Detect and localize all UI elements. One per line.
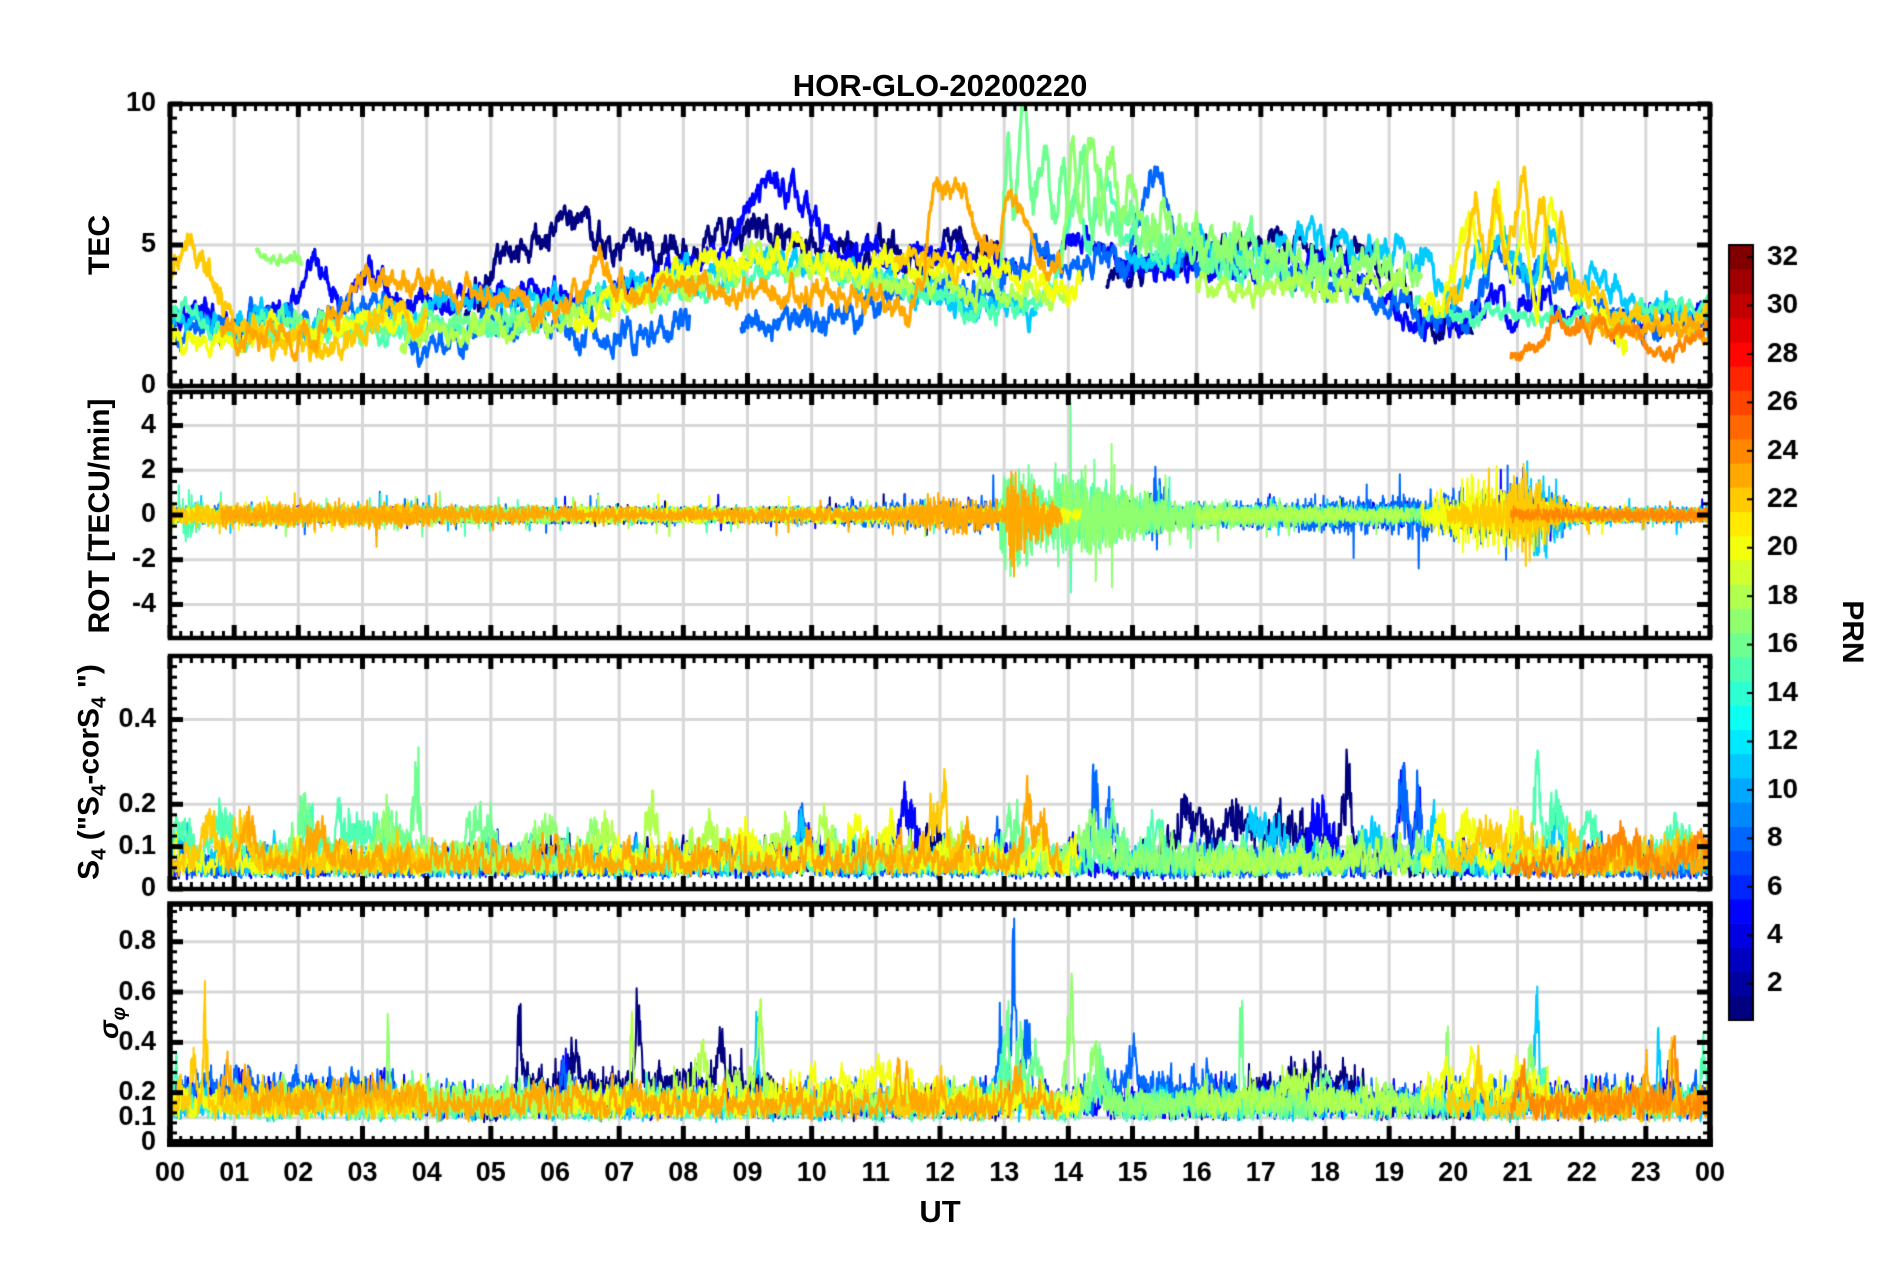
y-axis-label-sigma-phi: σφ xyxy=(93,1007,130,1039)
y-axis-label-rot: ROT [TECU/min] xyxy=(83,398,116,634)
colorbar-label-prn: PRN xyxy=(1836,600,1869,664)
plot-title: HOR-GLO-20200220 xyxy=(792,68,1088,103)
x-axis-label-ut: UT xyxy=(919,1194,961,1229)
y-axis-label-tec: TEC xyxy=(83,215,116,275)
y-axis-label-s4: S4 ("S4-corS4 ") xyxy=(72,664,111,880)
